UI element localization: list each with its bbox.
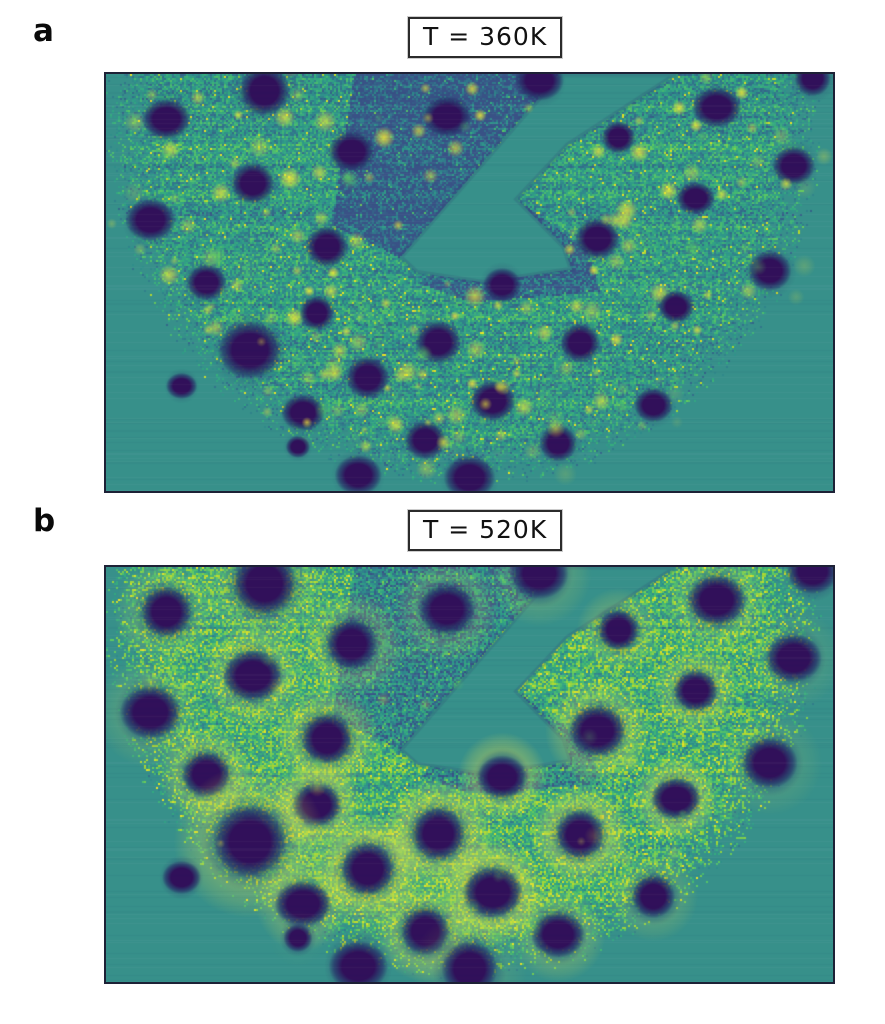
- panel-title-b: T = 520K: [408, 510, 563, 551]
- diffraction-image-520k: [104, 565, 835, 984]
- panel-label-a: a: [33, 13, 54, 49]
- diffraction-image-360k: [104, 72, 835, 493]
- panel-label-b: b: [33, 503, 56, 539]
- panel-title-a: T = 360K: [408, 17, 563, 58]
